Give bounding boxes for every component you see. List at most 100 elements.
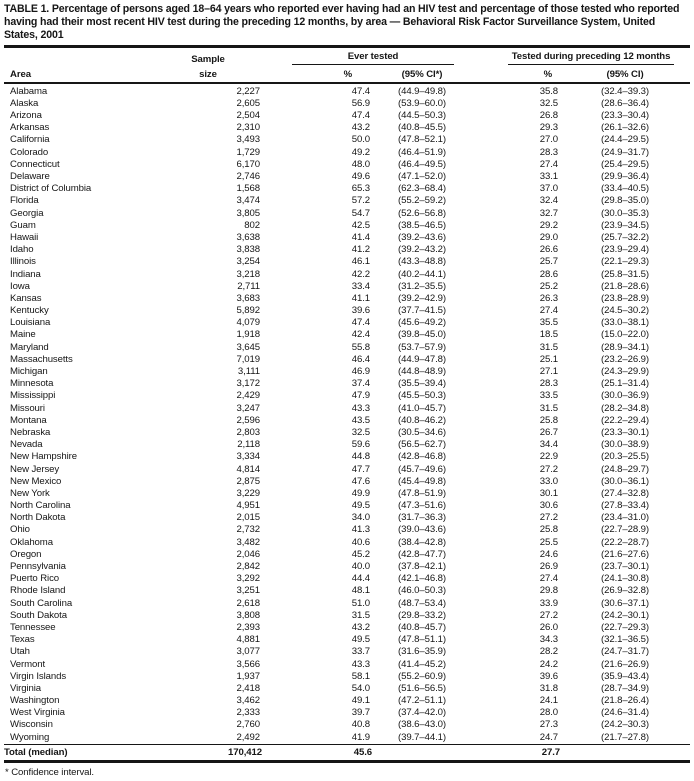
table-row: Delaware 2,746 49.6 (47.1–52.0) 33.1 (29.9–36… [4,171,690,183]
table-body: Alabama 2,227 47.4 (44.9–49.8) 35.8 (32.4–39.… [4,83,690,745]
cell-area: Arizona [10,110,42,122]
cell-sample: 2,504 [236,110,260,122]
cell-area: Nebraska [10,426,51,438]
cell-area: Delaware [10,171,50,183]
table-row: North Carolina 4,951 49.5 (47.3–51.6) 30.6 (2… [4,500,690,512]
cell-sample: 2,711 [237,280,260,292]
cell-ever_ci: (51.6–56.5) [398,682,446,694]
cell-recent_ci: (23.9–34.5) [601,219,650,231]
cell-ever_pct: 46.9 [351,366,370,378]
cell-recent_pct: 33.1 [539,171,559,183]
cell-sample: 2,746 [236,171,260,183]
cell-area: Florida [10,195,39,207]
cell-area: Vermont [10,658,46,670]
cell-recent_pct: 27.1 [539,366,559,378]
cell-recent_ci: (25.8–31.5) [601,268,650,280]
cell-recent_ci: (33.0–38.1) [601,317,650,329]
cell-sample: 2,418 [236,682,260,694]
table-row: Minnesota 3,172 37.4 (35.5–39.4) 28.3 (25.1–3… [4,378,690,390]
cell-ever_ci: (44.9–47.8) [398,353,446,365]
cell-ever_pct: 47.4 [351,110,370,122]
table-row: Puerto Rico 3,292 44.4 (42.1–46.8) 27.4 (24.1… [4,573,690,585]
cell-area: South Dakota [10,609,67,621]
cell-recent_ci: (23.7–30.1) [601,561,650,573]
table-row: North Dakota 2,015 34.0 (31.7–36.3) 27.2 (23.… [4,512,690,524]
cell-sample: 1,568 [236,183,260,195]
cell-ever_pct: 54.7 [351,207,370,219]
cell-ever_ci: (40.8–46.2) [398,414,446,426]
table-row: Missouri 3,247 43.3 (41.0–45.7) 31.5 (28.2–34… [4,403,690,415]
cell-recent_ci: (29.8–35.0) [601,195,650,207]
cell-recent_pct: 33.5 [539,390,559,402]
cell-ever_pct: 49.5 [351,500,370,512]
cell-area: Virgin Islands [10,670,67,682]
cell-sample: 1,937 [236,670,260,682]
header-sample-line1: Sample [191,53,225,65]
cell-ever_pct: 43.3 [351,402,370,414]
table-row: Wyoming 2,492 41.9 (39.7–44.1) 24.7 (21.7–27.… [4,732,690,745]
cell-ever_pct: 39.6 [351,305,370,317]
header-group-tested-12mo: Tested during preceding 12 months [472,48,690,65]
cell-ever_pct: 43.5 [351,414,370,426]
cell-ever_ci: (46.4–51.9) [398,146,446,158]
cell-recent_pct: 25.8 [539,414,559,426]
cell-area: District of Columbia [10,183,92,195]
cell-area: Alaska [10,97,39,109]
cell-ever_ci: (38.6–43.0) [398,719,446,731]
cell-area: New Jersey [10,463,60,475]
cell-recent_pct: 35.8 [539,85,559,97]
cell-ever_pct: 42.5 [351,219,370,231]
cell-ever_pct: 33.7 [351,646,370,658]
cell-sample: 2,046 [236,548,260,560]
cell-ever_pct: 34.0 [351,512,370,524]
total-row: Total (median) 170,412 45.6 27.7 [4,744,690,761]
cell-recent_ci: (25.4–29.5) [601,158,650,170]
cell-ever_pct: 45.2 [351,548,370,560]
table-row: Illinois 3,254 46.1 (43.3–48.8) 25.7 (22.1–29… [4,256,690,268]
cell-ever_ci: (52.6–56.8) [398,207,446,219]
table-row: Indiana 3,218 42.2 (40.2–44.1) 28.6 (25.8–31.… [4,269,690,281]
table-row: Wisconsin 2,760 40.8 (38.6–43.0) 27.3 (24.2–3… [4,719,690,731]
cell-ever_pct: 44.8 [351,451,370,463]
table-row: Kentucky 5,892 39.6 (37.7–41.5) 27.4 (24.5–30… [4,305,690,317]
table-header: Sample Ever tested Tested during precedi… [4,48,691,83]
table-row: Guam 802 42.5 (38.5–46.5) 29.2 (23.9–34.5) [4,220,690,232]
cell-sample: 3,645 [236,341,260,353]
cell-ever_pct: 49.9 [351,487,370,499]
cell-sample: 3,838 [236,244,260,256]
cell-recent_ci: (23.2–26.9) [601,353,650,365]
cell-ever_pct: 49.2 [351,146,370,158]
cell-recent_ci: (35.9–43.4) [601,670,650,682]
cell-area: West Virginia [10,707,65,719]
table-row: Mississippi 2,429 47.9 (45.5–50.3) 33.5 (30.0… [4,390,690,402]
cell-ever_ci: (47.2–51.1) [398,695,446,707]
cell-sample: 3,334 [236,451,260,463]
cell-ever_pct: 41.9 [351,731,370,743]
cell-sample: 4,881 [236,634,260,646]
cell-sample: 2,393 [236,621,260,633]
cell-sample: 3,805 [236,207,260,219]
cell-sample: 2,605 [236,97,260,109]
cell-sample: 2,596 [236,414,260,426]
cell-ever_ci: (40.8–45.5) [398,122,446,134]
cell-area: Alabama [10,85,48,97]
cell-recent_pct: 31.5 [539,341,559,353]
cell-recent_pct: 28.6 [539,268,559,280]
cell-sample: 3,493 [236,134,260,146]
table-row: Utah 3,077 33.7 (31.6–35.9) 28.2 (24.7–31.7) [4,646,690,658]
cell-area: Wyoming [10,731,50,743]
cell-area: Total (median) [4,746,68,758]
cell-ever_pct: 49.6 [351,171,370,183]
cell-recent_ci: (24.9–31.7) [601,146,650,158]
cell-ever_ci: (44.9–49.8) [398,85,446,97]
cell-recent_pct: 27.2 [539,609,559,621]
cell-ever_ci: (53.9–60.0) [398,97,446,109]
cell-sample: 3,474 [236,195,260,207]
cell-recent_pct: 39.6 [539,670,559,682]
cell-recent_ci: (24.1–30.8) [601,573,650,585]
cell-recent_ci: (23.4–31.0) [601,512,650,524]
cell-ever_pct: 50.0 [351,134,370,146]
cell-recent_pct: 29.2 [539,219,559,231]
cell-ever_ci: (38.5–46.5) [398,219,446,231]
cell-ever_ci: (39.0–43.6) [398,524,446,536]
